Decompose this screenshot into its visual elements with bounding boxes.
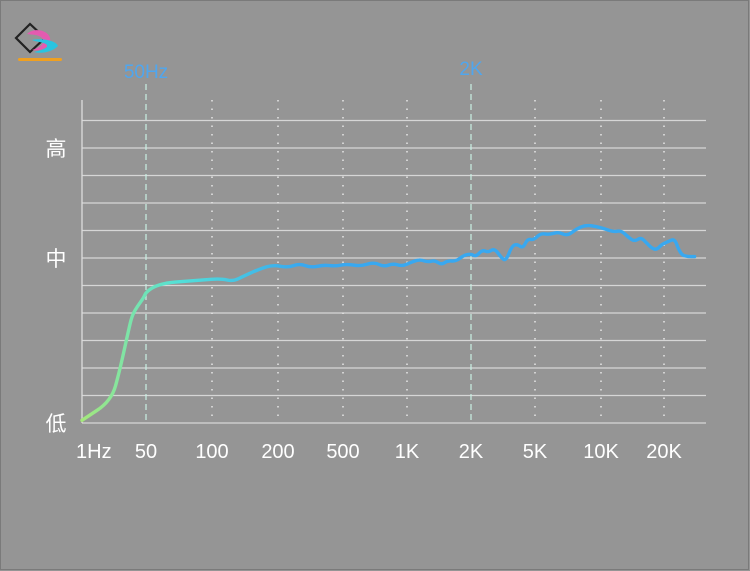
marker-label: 50Hz (124, 62, 168, 83)
x-tick-label: 200 (261, 441, 294, 463)
x-tick-label: 100 (195, 441, 228, 463)
x-tick-label: 1K (395, 441, 420, 463)
series-line-frequency-response (80, 223, 697, 422)
y-tick-label: 低 (46, 412, 67, 436)
y-tick-label: 高 (46, 137, 67, 161)
x-tick-labels: 1Hz 50 100 200 500 1K 2K 5K 10K 20K (76, 441, 682, 463)
x-tick-label: 20K (646, 441, 682, 463)
x-tick-label: 10K (583, 441, 619, 463)
marker-label: 2K (459, 59, 483, 80)
frequency-markers: 50Hz 2K (124, 59, 483, 423)
x-tick-label: 5K (523, 441, 548, 463)
x-tick-label: 500 (326, 441, 359, 463)
brand-logo-icon (14, 22, 62, 61)
x-tick-label: 2K (459, 441, 484, 463)
horizontal-gridlines (82, 119, 706, 424)
y-tick-labels: 低中高 (46, 137, 67, 436)
x-tick-label: 1Hz (76, 441, 112, 463)
x-tick-label: 50 (135, 441, 157, 463)
y-tick-label: 中 (46, 247, 67, 271)
vertical-gridlines (211, 100, 665, 423)
